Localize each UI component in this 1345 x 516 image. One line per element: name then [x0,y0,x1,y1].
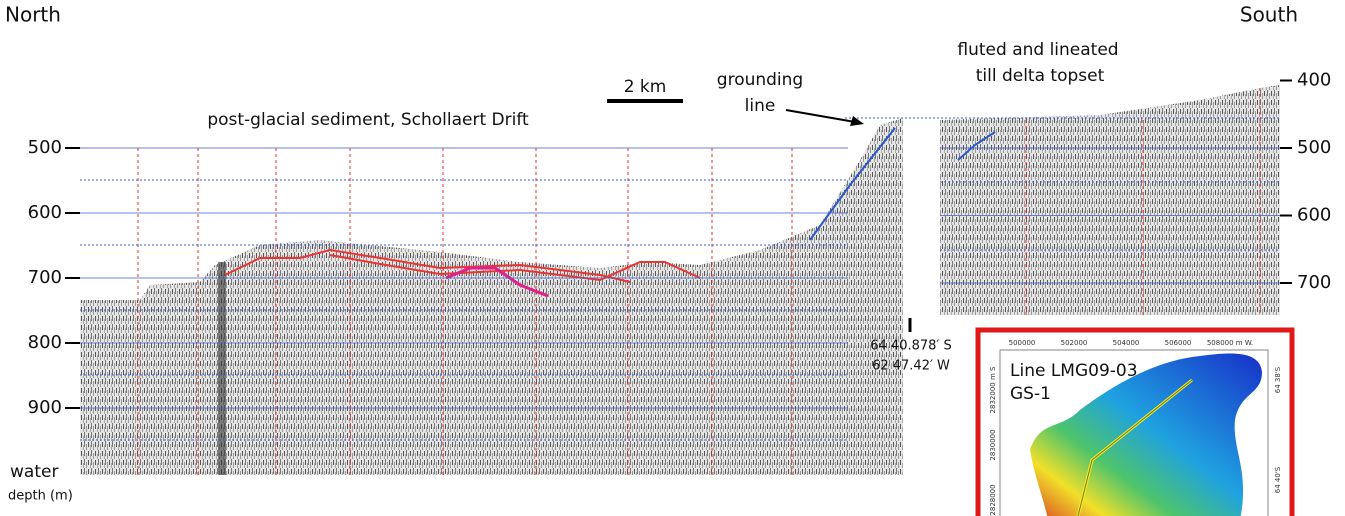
sediment-label: post-glacial sediment, Schollaert Drift [207,110,529,130]
scale-label: 2 km [624,77,667,97]
inset-lat-label: 64 40'S [1274,466,1282,493]
longitude: 62 47.42′ W [872,359,950,374]
y-tick-label: 700 [28,267,62,288]
inset-y-label: 2828000 [989,484,997,515]
topset-label: fluted and lineated [957,40,1118,60]
inset-x-label: 500000 [1009,339,1036,347]
inset-y-label: 2832000 m S [989,366,997,413]
inset-y-label: 2830000 [989,429,997,460]
inset-lat-label: 64 38'S [1274,366,1282,393]
seismic-profile [80,85,1280,475]
inset-x-label: 504000 [1113,339,1140,347]
latitude: 64 40.878′ S [870,339,952,354]
y-tick-label: 600 [28,202,62,223]
inset-x-label: 508000 m W. [1207,339,1253,347]
inset-map: Line LMG09-03 GS-1 [975,327,1295,516]
inset-x-label: 506000 [1165,339,1192,347]
inset-x-label: 502000 [1061,339,1088,347]
y-tick-label: 600 [1297,205,1331,226]
inset-subtitle: GS-1 [1010,384,1051,404]
grounding-label: grounding [717,70,803,90]
south-label: South [1240,3,1298,27]
y-tick-label: 900 [28,397,62,418]
axis-label: depth (m) [8,489,73,504]
y-tick-label: 400 [1297,70,1331,91]
y-tick-label: 500 [1297,137,1331,158]
y-tick-label: 500 [28,137,62,158]
north-label: North [5,3,61,27]
y-tick-label: 700 [1297,272,1331,293]
grounding-label: line [745,96,776,116]
topset-label: till delta topset [976,66,1105,86]
y-tick-label: 800 [28,332,62,353]
axis-label: water [10,462,58,482]
inset-title: Line LMG09-03 [1010,361,1138,381]
